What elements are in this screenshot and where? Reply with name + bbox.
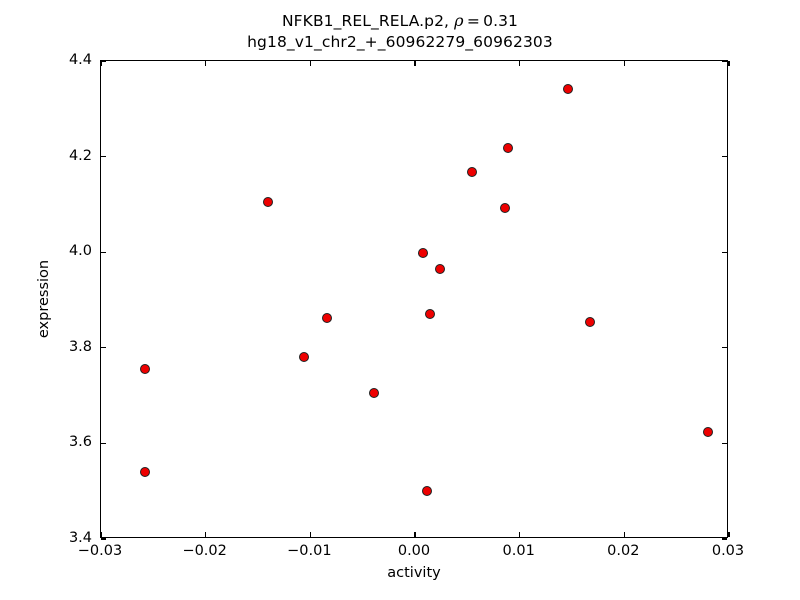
x-tick-label: −0.03 xyxy=(77,543,123,559)
data-point xyxy=(435,263,446,274)
y-axis-label: expression xyxy=(36,259,52,339)
x-tick-label: −0.02 xyxy=(182,543,227,559)
chart-title-prefix: NFKB1_REL_RELA.p2, xyxy=(281,12,455,30)
plot-axes-frame xyxy=(100,60,730,540)
rho-symbol: ρ xyxy=(454,11,464,30)
y-tick-label: 4.0 xyxy=(68,243,92,260)
rho-value: = 0.31 xyxy=(463,12,519,30)
x-tick-label: 0.00 xyxy=(397,543,431,559)
x-tick-mark-top xyxy=(414,61,416,66)
y-tick-mark-right xyxy=(722,60,727,62)
y-tick-label: 3.8 xyxy=(68,338,92,355)
x-tick-mark-top xyxy=(728,61,730,66)
x-tick-mark xyxy=(309,532,311,537)
x-tick-mark-top xyxy=(309,61,311,66)
data-point xyxy=(421,486,432,497)
plot-data-area xyxy=(101,61,727,537)
x-tick-mark-top xyxy=(623,61,625,66)
y-tick-mark xyxy=(101,60,106,62)
chart-title: NFKB1_REL_RELA.p2, ρ = 0.31 hg18_v1_chr2… xyxy=(0,10,800,53)
data-point xyxy=(139,364,150,375)
data-point xyxy=(584,316,595,327)
y-tick-mark-right xyxy=(722,156,727,158)
y-tick-label: 3.4 xyxy=(68,530,92,546)
y-tick-label: 4.4 xyxy=(68,52,92,68)
y-tick-mark-right xyxy=(722,347,727,349)
data-point xyxy=(139,467,150,478)
y-tick-mark xyxy=(101,347,106,349)
data-point xyxy=(703,427,714,438)
data-point xyxy=(424,309,435,320)
data-point xyxy=(562,83,573,94)
data-point xyxy=(500,203,510,214)
x-tick-label: 0.01 xyxy=(502,543,535,559)
data-point xyxy=(466,167,477,178)
x-tick-mark xyxy=(519,532,521,537)
y-tick-mark-right xyxy=(722,251,727,253)
x-tick-label: 0.02 xyxy=(607,543,640,559)
x-tick-mark xyxy=(414,532,416,537)
data-point xyxy=(299,352,310,363)
x-tick-mark xyxy=(728,532,730,537)
x-tick-mark xyxy=(205,532,207,537)
y-tick-label: 4.2 xyxy=(68,147,92,164)
x-tick-mark-top xyxy=(100,61,102,66)
data-point xyxy=(418,248,429,259)
data-point xyxy=(369,388,380,399)
x-tick-label: 0.03 xyxy=(711,543,745,559)
x-tick-mark xyxy=(623,532,625,537)
x-axis-label: activity xyxy=(387,565,441,581)
data-point xyxy=(322,313,333,324)
y-tick-mark xyxy=(101,251,106,253)
data-point xyxy=(503,142,514,153)
y-tick-mark-right xyxy=(722,538,727,540)
chart-title-line-1: NFKB1_REL_RELA.p2, ρ = 0.31 xyxy=(0,10,800,32)
y-tick-mark xyxy=(101,442,106,444)
y-tick-mark-right xyxy=(722,442,727,444)
x-tick-mark-top xyxy=(205,61,207,66)
x-tick-label: −0.01 xyxy=(287,543,332,559)
y-tick-label: 3.6 xyxy=(68,434,92,451)
y-tick-mark xyxy=(101,156,106,158)
data-point xyxy=(263,197,274,207)
x-tick-mark xyxy=(100,532,102,537)
chart-title-line-2: hg18_v1_chr2_+_60962279_60962303 xyxy=(247,33,553,51)
y-tick-mark xyxy=(101,538,106,540)
x-tick-mark-top xyxy=(519,61,521,66)
